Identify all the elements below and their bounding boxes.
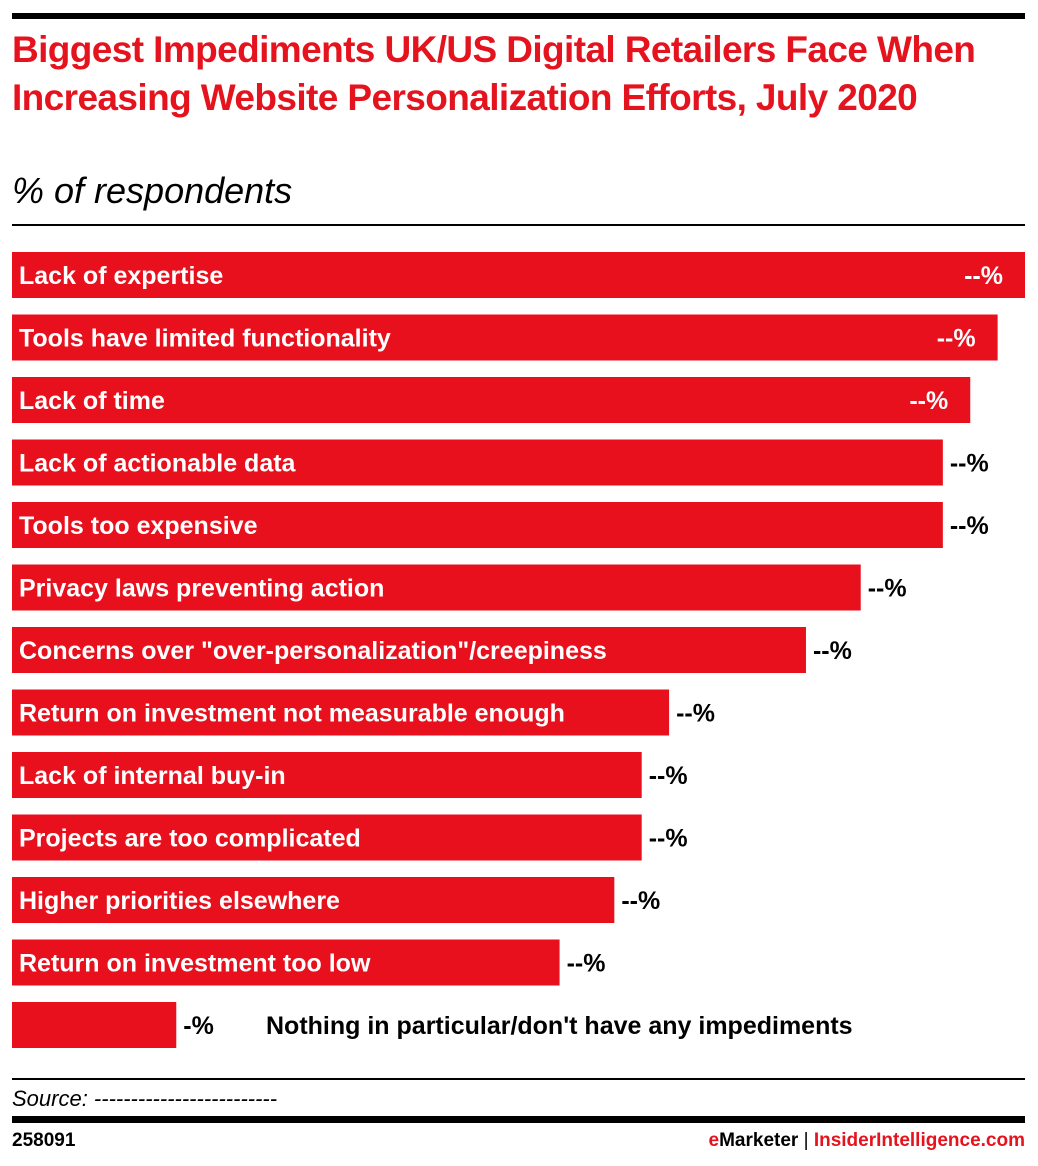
chart-subtitle: % of respondents <box>12 170 293 211</box>
value-label: --% <box>950 512 989 540</box>
category-label: Higher priorities elsewhere <box>19 887 340 915</box>
brand-separator: | <box>803 1130 809 1151</box>
value-label: --% <box>649 825 688 853</box>
category-label: Return on investment not measurable enou… <box>19 700 565 728</box>
bar <box>12 377 971 423</box>
bar <box>12 252 1025 298</box>
category-label: Tools have limited functionality <box>19 325 391 353</box>
bar <box>12 877 615 923</box>
chart-title: Biggest Impediments UK/US Digital Retail… <box>12 29 976 118</box>
brand-e: e <box>708 1130 720 1151</box>
bar <box>12 314 998 361</box>
category-label: Lack of time <box>19 387 165 415</box>
bar <box>12 752 642 798</box>
value-label: --% <box>868 575 907 603</box>
bar <box>12 439 943 486</box>
bar <box>12 689 670 736</box>
bar <box>12 1002 177 1048</box>
category-label: Tools too expensive <box>19 512 258 540</box>
top-rule <box>12 13 1025 19</box>
brand-emarketer: Marketer <box>719 1130 799 1151</box>
value-label: --% <box>937 325 976 353</box>
category-label: Lack of expertise <box>19 262 223 290</box>
bar <box>12 627 806 673</box>
value-label: --% <box>964 262 1003 290</box>
value-label: --% <box>621 887 660 915</box>
brand: eMarketer | InsiderIntelligence.com <box>709 1130 1025 1152</box>
category-label: Concerns over "over-personalization"/cre… <box>19 637 607 665</box>
value-label: --% <box>567 950 606 978</box>
category-label: Privacy laws preventing action <box>19 575 384 603</box>
source-note: Source: ------------------------- <box>12 1086 278 1111</box>
bar <box>12 564 861 611</box>
bar-chart: Lack of expertise --% Tools have limited f… <box>12 252 1025 1048</box>
header-rule <box>12 224 1025 226</box>
category-label: Nothing in particular/don't have any imp… <box>266 1012 853 1040</box>
bar <box>12 814 642 861</box>
source-rule <box>12 1078 1025 1080</box>
value-label: --% <box>676 700 715 728</box>
category-label: Projects are too complicated <box>19 825 361 853</box>
category-label: Lack of actionable data <box>19 450 297 478</box>
footer-rule <box>12 1116 1025 1123</box>
value-label: --% <box>909 387 948 415</box>
value-label: --% <box>813 637 852 665</box>
brand-site: InsiderIntelligence.com <box>813 1130 1025 1151</box>
value-label: -% <box>183 1012 214 1040</box>
value-label: --% <box>649 762 688 790</box>
bar <box>12 502 943 548</box>
value-label: --% <box>950 450 989 478</box>
chart-id: 258091 <box>12 1130 76 1151</box>
bar <box>12 939 560 986</box>
category-label: Lack of internal buy-in <box>19 762 286 790</box>
category-label: Return on investment too low <box>19 950 371 978</box>
